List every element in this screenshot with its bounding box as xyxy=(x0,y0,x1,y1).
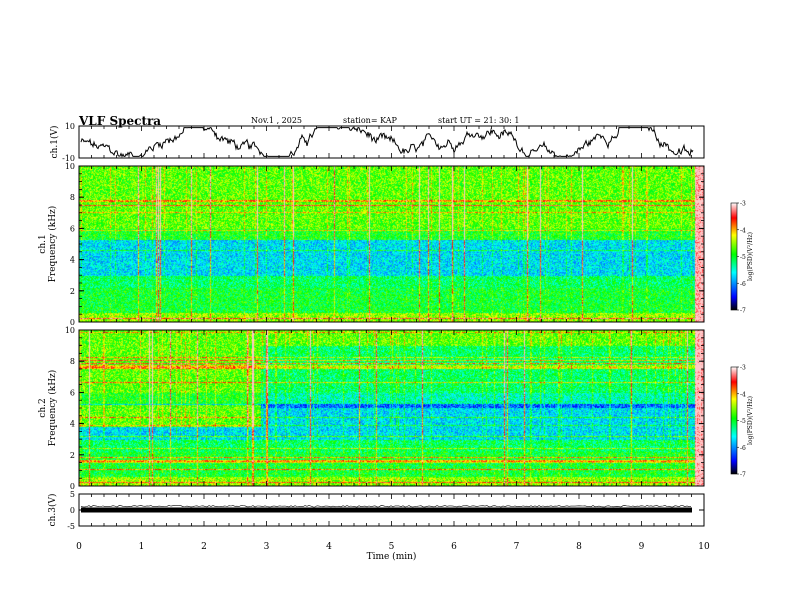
ch1-voltage-ylabel: ch.1(V) xyxy=(49,126,60,159)
start-time-label: start UT = 21: 30: 1 xyxy=(438,116,520,125)
ch1-spectrogram-ytick-label: 0 xyxy=(70,318,75,327)
xtick-label: 0 xyxy=(76,542,82,552)
ch2-spectrogram-ylabel: Frequency (kHz) xyxy=(47,370,58,447)
ch1-spectrogram-colorbar xyxy=(730,202,738,311)
xtick-label: 9 xyxy=(639,542,645,552)
station-label: station= KAP xyxy=(343,116,397,125)
xtick-label: 2 xyxy=(201,542,207,552)
ch2-spectrogram-ytick-label: 6 xyxy=(70,388,75,397)
ch1-spectrogram-ytick-label: 8 xyxy=(70,193,75,202)
ch1-spectrogram-ytick-label: 4 xyxy=(70,256,75,265)
ch1-spectrogram-ytick-label: 10 xyxy=(65,162,75,171)
xtick-label: 8 xyxy=(576,542,582,552)
ch1-spectrogram-ylabel-channel: ch.1 xyxy=(38,234,48,253)
x-axis-label: Time (min) xyxy=(367,551,417,562)
ch1-spectrogram-colorbar-tick-label: -5 xyxy=(740,254,746,261)
ch3-voltage-series-noise xyxy=(80,505,691,508)
xtick-label: 1 xyxy=(139,542,145,552)
ch1-spectrogram-ylabel: Frequency (kHz) xyxy=(47,206,58,283)
ch1-voltage-ytick-label: 10 xyxy=(65,122,75,131)
ch1-spectrogram-colorbar-tick-label: -4 xyxy=(740,227,746,234)
xtick-label: 3 xyxy=(264,542,270,552)
ch2-spectrogram-ytick-label: 2 xyxy=(70,451,75,460)
ch1-voltage-ytick-label: -10 xyxy=(62,154,75,163)
ch2-spectrogram-colorbar-tick-label: -5 xyxy=(740,418,746,425)
ch1-spectrogram-colorbar-tick-label: -7 xyxy=(740,308,746,315)
xtick-label: 5 xyxy=(389,542,395,552)
chart-title: VLF Spectra xyxy=(79,114,162,128)
ch3-voltage-series xyxy=(81,507,692,513)
ch3-voltage-ytick-label: 5 xyxy=(70,490,75,499)
ch1-spectrogram-image xyxy=(79,166,704,322)
ch1-spectrogram-ytick-label: 6 xyxy=(70,224,75,233)
xtick-label: 6 xyxy=(451,542,457,552)
date-label: Nov.1 , 2025 xyxy=(251,116,303,125)
ch2-spectrogram-ytick-label: 10 xyxy=(65,326,75,335)
ch3-voltage-ylabel: ch.3(V) xyxy=(47,494,58,527)
ch2-spectrogram-colorbar-tick-label: -7 xyxy=(740,472,746,479)
ch2-spectrogram-colorbar-label: log(PSD)(V²/Hz) xyxy=(747,396,754,445)
ch2-spectrogram-ytick-label: 0 xyxy=(70,482,75,491)
ch1-spectrogram-colorbar-tick-label: -6 xyxy=(740,281,746,288)
xtick-label: 4 xyxy=(326,542,332,552)
ch2-spectrogram-ytick-label: 8 xyxy=(70,357,75,366)
ch2-spectrogram-colorbar-tick-label: -4 xyxy=(740,391,746,398)
ch1-voltage-series xyxy=(80,127,694,158)
ch1-spectrogram-ytick-label: 2 xyxy=(70,287,75,296)
ch2-spectrogram-ylabel-channel: ch.2 xyxy=(38,398,48,417)
ch1-spectrogram-colorbar-tick-label: -3 xyxy=(740,201,746,208)
ch2-spectrogram-image xyxy=(79,330,704,486)
xtick-label: 7 xyxy=(514,542,520,552)
ch2-spectrogram-ytick-label: 4 xyxy=(70,420,75,429)
ch2-spectrogram-colorbar xyxy=(730,366,738,475)
ch3-voltage-ytick-label: -5 xyxy=(67,522,75,531)
xtick-label: 10 xyxy=(698,542,710,552)
ch1-spectrogram-colorbar-label: log(PSD)(V²/Hz) xyxy=(747,232,754,281)
ch3-voltage-ytick-label: 0 xyxy=(70,506,75,515)
ch2-spectrogram-colorbar-tick-label: -6 xyxy=(740,445,746,452)
ch2-spectrogram-colorbar-tick-label: -3 xyxy=(740,365,746,372)
